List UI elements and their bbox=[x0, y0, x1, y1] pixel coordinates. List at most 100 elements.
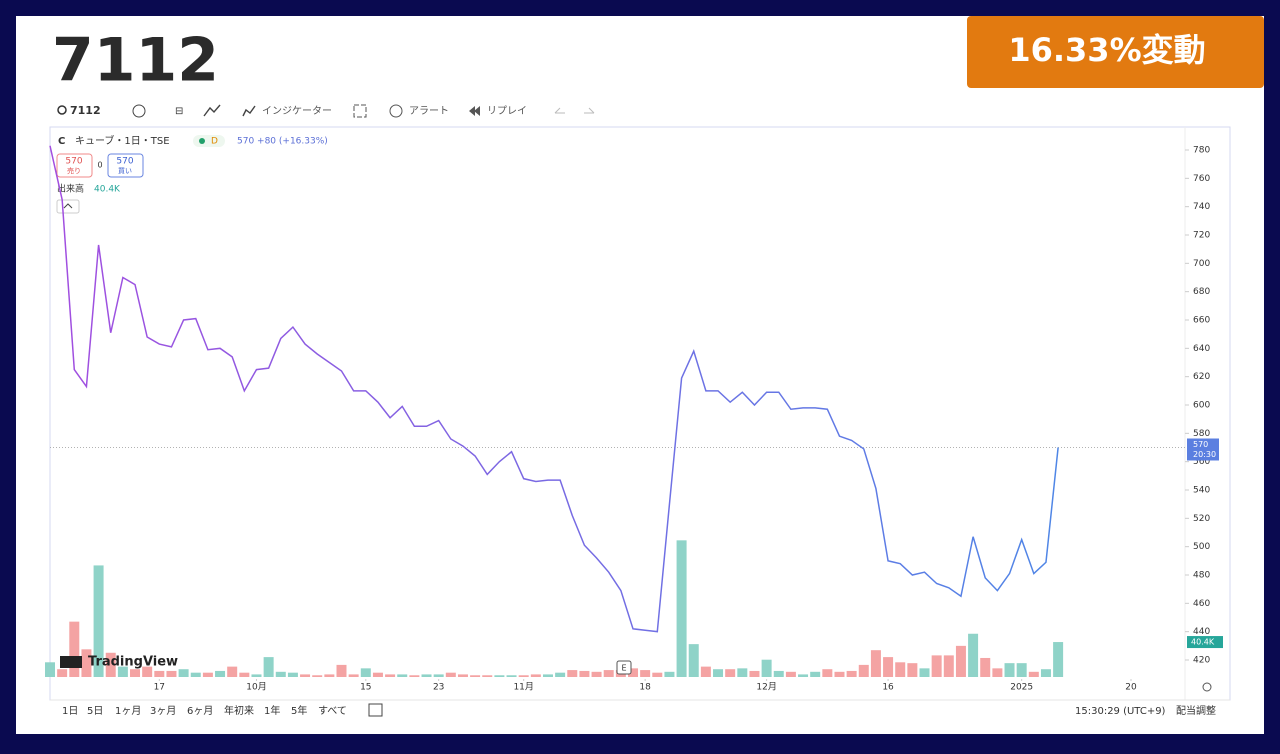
adjust[interactable]: 配当調整 bbox=[1176, 704, 1216, 717]
volume-bar bbox=[1004, 663, 1015, 677]
y-tick-label: 440 bbox=[1193, 627, 1210, 637]
indicator-icon[interactable] bbox=[242, 105, 256, 117]
y-tick-label: 420 bbox=[1193, 656, 1210, 666]
volume-bar bbox=[117, 666, 128, 677]
chart-style-icon[interactable] bbox=[203, 104, 221, 117]
x-tick-label: 17 bbox=[154, 683, 165, 693]
volume-bar bbox=[445, 672, 456, 677]
title: 7112 bbox=[52, 26, 219, 96]
search-icon[interactable] bbox=[57, 105, 67, 115]
range-button[interactable]: すべて bbox=[318, 705, 347, 717]
volume-bar bbox=[579, 670, 590, 677]
y-tick-label: 480 bbox=[1193, 571, 1210, 581]
volume-bar bbox=[749, 670, 760, 677]
y-tick-label: 740 bbox=[1193, 202, 1210, 212]
volume-bar bbox=[494, 675, 505, 677]
volume-bar bbox=[154, 670, 165, 677]
volume-bar bbox=[737, 668, 748, 677]
volume-bar bbox=[834, 671, 845, 677]
x-tick-label: 15 bbox=[360, 683, 371, 693]
buy-button[interactable] bbox=[107, 153, 144, 178]
countdown: 20:30 bbox=[1193, 450, 1216, 459]
alerts[interactable]: アラート bbox=[409, 105, 449, 117]
replay[interactable]: リプレイ bbox=[487, 105, 527, 117]
volume-bar bbox=[57, 669, 68, 677]
status-badge bbox=[193, 135, 225, 147]
volume-bar bbox=[1040, 669, 1051, 677]
volume-bar bbox=[870, 650, 881, 677]
sell-button[interactable] bbox=[56, 153, 93, 178]
x-tick-label: 20 bbox=[1125, 683, 1137, 693]
replay-icon[interactable] bbox=[469, 106, 480, 116]
interval-button[interactable]: ⊟ bbox=[175, 106, 183, 117]
badge bbox=[967, 16, 1264, 88]
range-button[interactable]: 年初来 bbox=[224, 704, 254, 717]
volume-bar bbox=[69, 621, 80, 677]
y-tick-label: 600 bbox=[1193, 401, 1210, 411]
layout-icon[interactable] bbox=[353, 104, 367, 118]
alert-icon[interactable] bbox=[389, 104, 403, 118]
volume-bar bbox=[1053, 642, 1064, 677]
y-tick-label: 680 bbox=[1193, 287, 1210, 297]
logo-icon bbox=[60, 656, 82, 668]
volume-bar bbox=[931, 655, 942, 677]
volume-bar bbox=[883, 657, 894, 677]
x-tick-label: 10月 bbox=[246, 682, 266, 693]
x-tick-label: 2025 bbox=[1010, 683, 1033, 693]
event-marker[interactable] bbox=[616, 660, 632, 675]
range-button[interactable]: 6ヶ月 bbox=[187, 705, 213, 717]
interval: D bbox=[211, 137, 218, 147]
y-tick-label: 620 bbox=[1193, 372, 1210, 382]
quote: 570 +80 (+16.33%) bbox=[237, 137, 328, 147]
price-badge-value: 570 bbox=[1193, 440, 1208, 449]
x-tick-label: 18 bbox=[639, 683, 651, 693]
range-button[interactable]: 5日 bbox=[87, 706, 103, 717]
event-label: E bbox=[621, 664, 626, 673]
volume-bar bbox=[822, 669, 833, 677]
range-button[interactable]: 1年 bbox=[264, 704, 280, 717]
volume-bar bbox=[567, 670, 578, 677]
volume-label: 出来高 bbox=[57, 183, 84, 195]
volume-bar bbox=[105, 652, 116, 677]
settings-icon[interactable] bbox=[1202, 682, 1212, 692]
plot: 420 440 460 480 500 520 540 560 580 600 620 640 660 6… bbox=[45, 146, 1223, 693]
volume-bar bbox=[263, 657, 274, 677]
sell-label: 売り bbox=[67, 166, 81, 175]
volume-bar bbox=[1016, 663, 1027, 677]
range-button[interactable]: 5年 bbox=[291, 704, 307, 717]
volume-bar bbox=[166, 670, 177, 677]
x-tick-label: 11月 bbox=[513, 682, 533, 693]
add-button[interactable] bbox=[132, 104, 146, 118]
volume-bar bbox=[919, 668, 930, 677]
volume-bar bbox=[591, 671, 602, 677]
symbol[interactable]: 7112 bbox=[70, 104, 101, 117]
symbol-info: キューブ・1日・TSE bbox=[75, 134, 170, 147]
volume-bar bbox=[652, 672, 663, 677]
volume-bar bbox=[433, 674, 444, 677]
y-tick-label: 760 bbox=[1193, 174, 1210, 184]
logo: TradingView bbox=[88, 655, 178, 670]
y-tick-label: 700 bbox=[1193, 259, 1210, 269]
y-tick-label: 540 bbox=[1193, 486, 1210, 496]
range-button[interactable]: 1日 bbox=[62, 706, 78, 717]
panel bbox=[16, 16, 1264, 734]
volume-bar bbox=[275, 671, 286, 677]
date-range-icon[interactable] bbox=[368, 703, 383, 717]
volume-bar bbox=[846, 670, 857, 677]
volume-bar bbox=[372, 672, 383, 677]
volume-bar bbox=[603, 670, 614, 677]
volume-bar bbox=[542, 674, 553, 677]
undo[interactable] bbox=[554, 107, 565, 114]
indicators[interactable]: インジケーター bbox=[262, 105, 332, 117]
y-tick-label: 580 bbox=[1193, 429, 1210, 439]
range-button[interactable]: 1ヶ月 bbox=[115, 705, 141, 717]
badge-text: 16.33%変動 bbox=[1008, 31, 1205, 69]
volume-bar bbox=[457, 674, 468, 677]
volume-bar bbox=[810, 671, 821, 677]
redo[interactable] bbox=[584, 107, 595, 114]
collapse-button[interactable] bbox=[56, 199, 80, 214]
volume-bar bbox=[955, 645, 966, 677]
volume-badge-text: 40.4K bbox=[1191, 638, 1215, 647]
volume-bar bbox=[761, 659, 772, 677]
range-button[interactable]: 3ヶ月 bbox=[150, 705, 176, 717]
